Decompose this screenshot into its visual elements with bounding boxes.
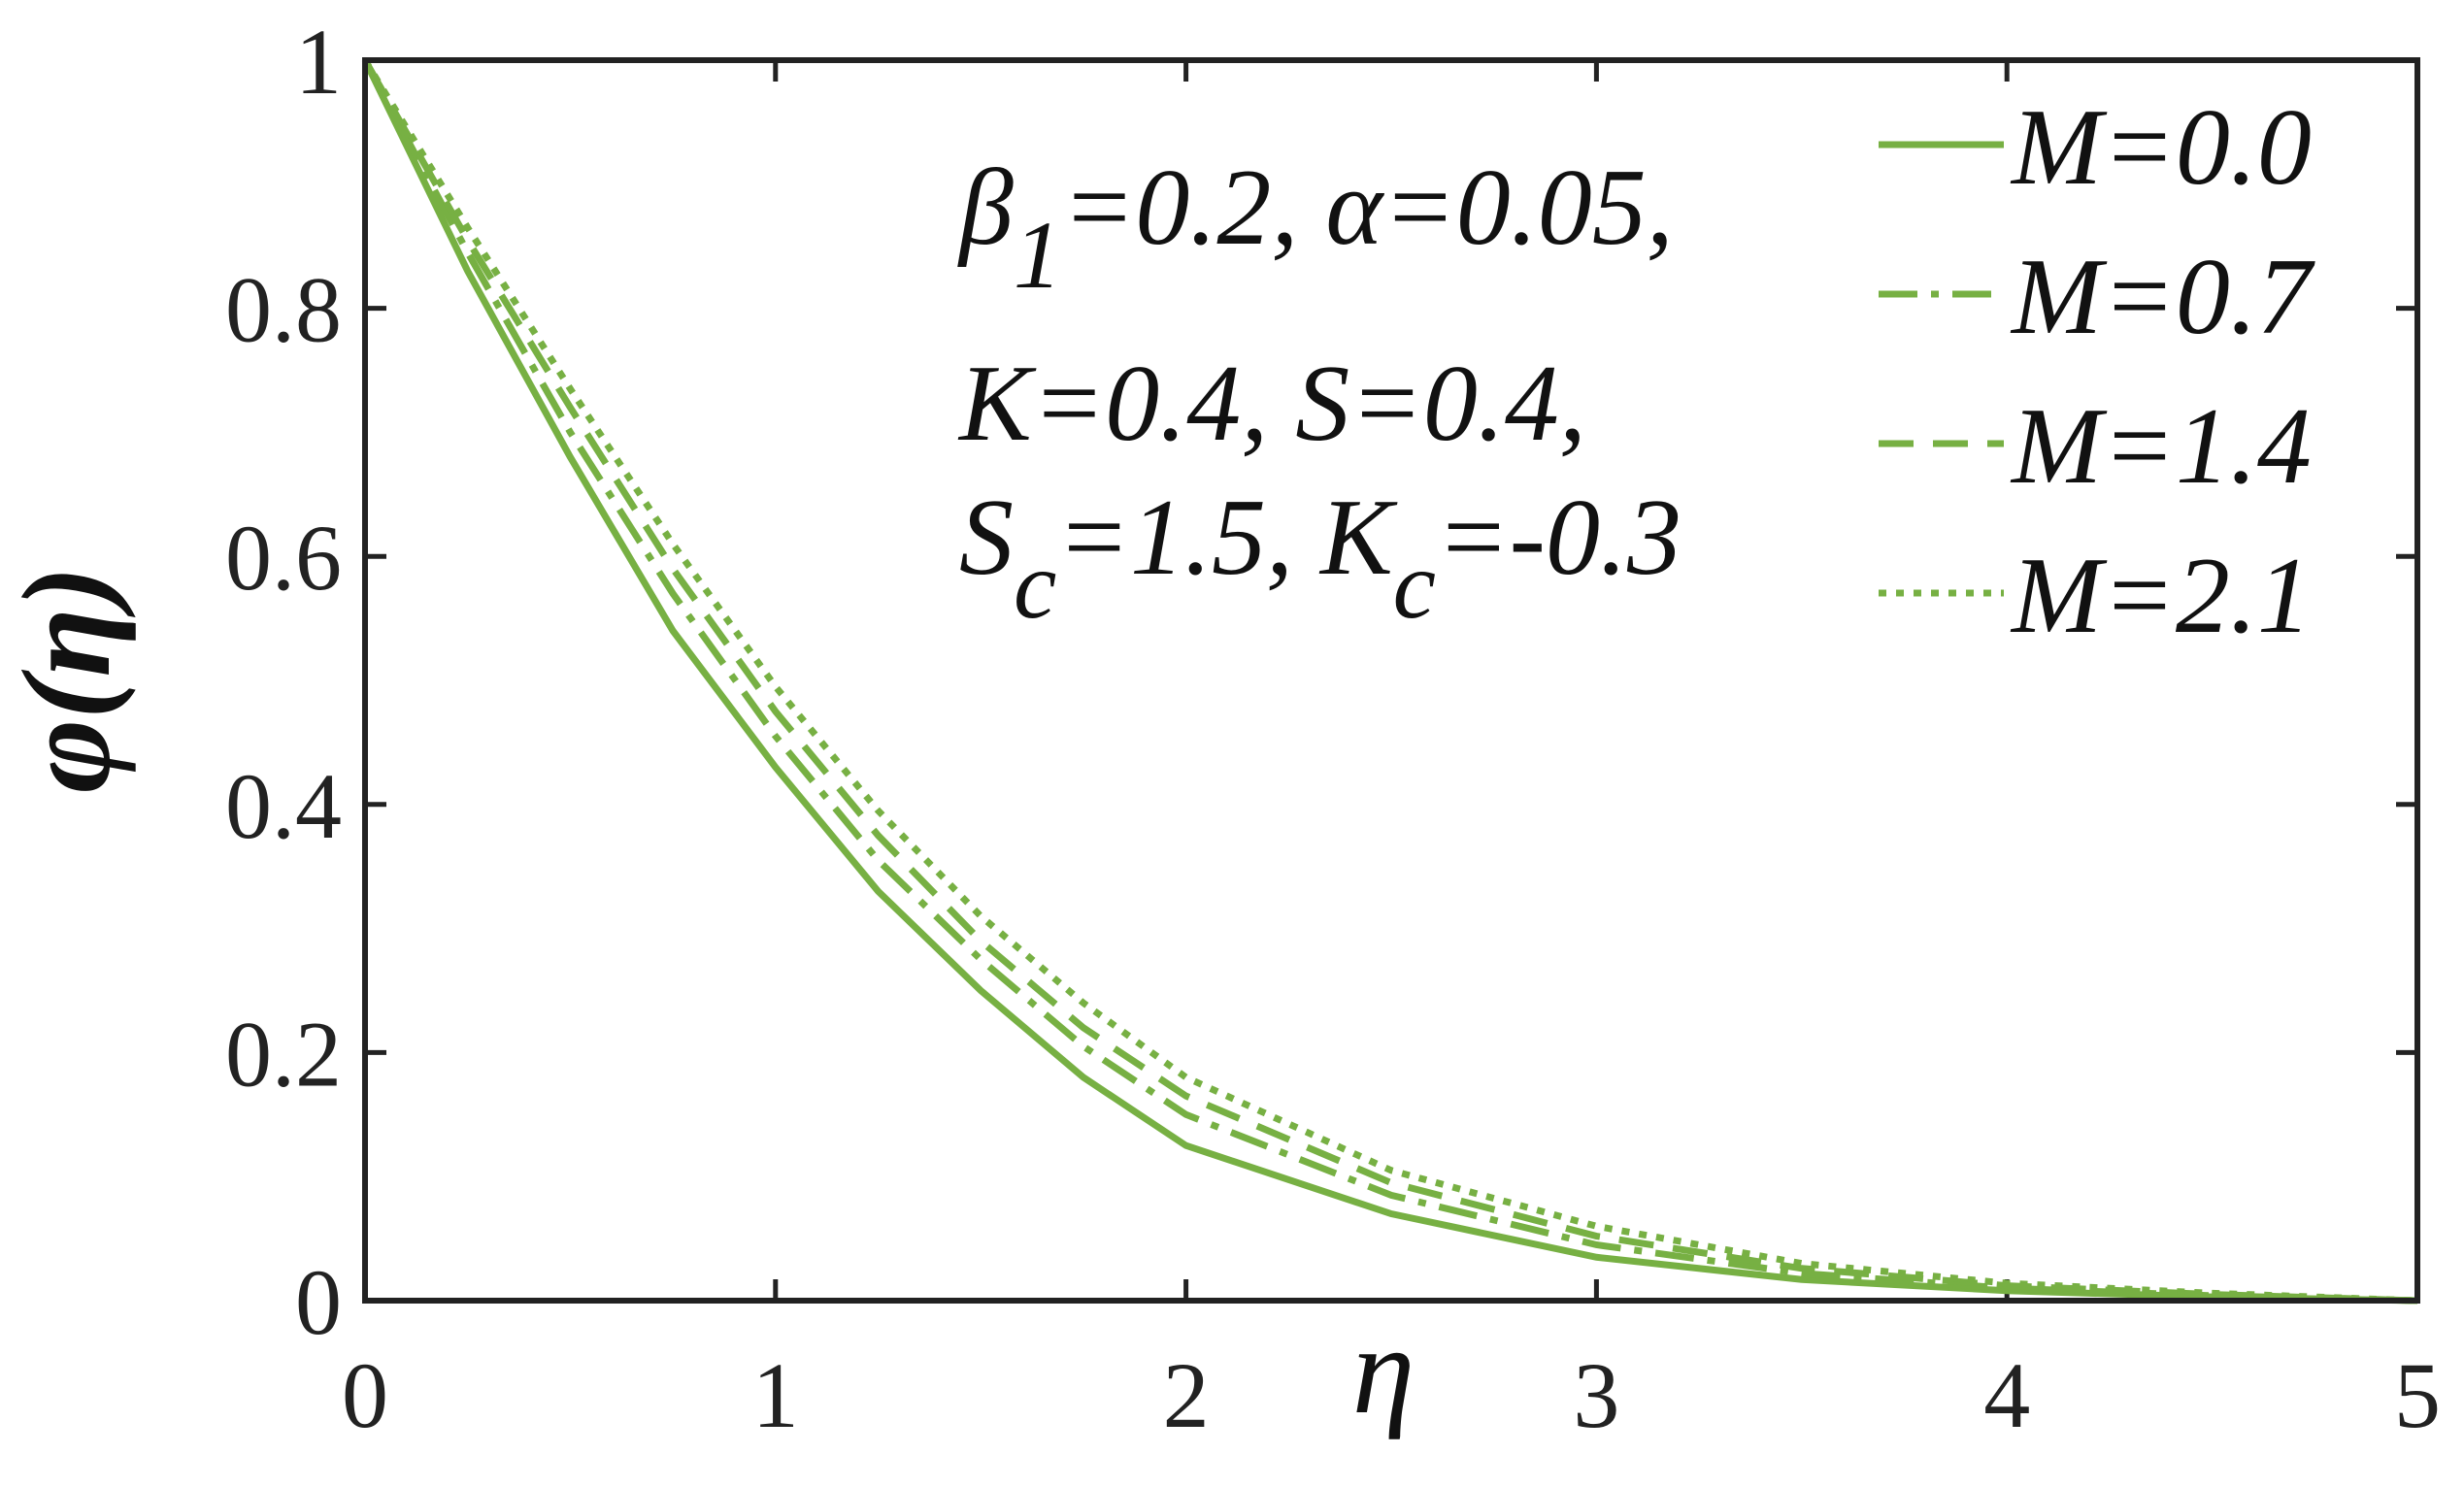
annotation-subscript: c — [1014, 531, 1056, 639]
annotation-subscript: 1 — [1014, 201, 1062, 309]
legend-label: M=2.1 — [2010, 536, 2312, 656]
plot-frame — [362, 57, 2420, 1304]
annotation-text: S — [959, 478, 1014, 598]
annotation: β1=0.2, α=0.05, — [957, 148, 1674, 309]
data-line — [361, 58, 2418, 1305]
x-tick-label: 3 — [1573, 1343, 1619, 1447]
x-tick-label: 0 — [342, 1343, 388, 1447]
annotation: K=0.4, S=0.4, — [957, 344, 1586, 464]
x-tick-label: 2 — [1163, 1343, 1210, 1447]
annotation-text: =0.2, α=0.05, — [1062, 148, 1674, 268]
data-line — [362, 58, 2418, 1305]
annotation-text: β — [957, 148, 1014, 268]
y-tick-label: 0.6 — [225, 506, 342, 610]
data-line — [361, 58, 2418, 1305]
annotation-text: =1.5, K — [1056, 478, 1398, 598]
y-axis-label: φ(η) — [0, 566, 137, 793]
y-tick-label: 0.8 — [225, 258, 342, 362]
annotation-text: K=0.4, S=0.4, — [957, 344, 1586, 464]
x-tick-label: 4 — [1983, 1343, 2030, 1447]
annotation-text: =-0.3 — [1436, 478, 1682, 598]
x-axis-label: η — [1352, 1301, 1415, 1440]
y-tick-label: 0.4 — [225, 754, 342, 858]
annotation: Sc=1.5, Kc=-0.3 — [959, 478, 1682, 639]
y-tick-label: 0 — [295, 1250, 342, 1354]
x-tick-label: 5 — [2394, 1343, 2441, 1447]
legend-label: M=1.4 — [2010, 386, 2312, 507]
y-tick-label: 0.2 — [225, 1002, 342, 1106]
legend-label: M=0.0 — [2010, 87, 2312, 208]
x-tick-label: 1 — [752, 1343, 799, 1447]
legend-label: M=0.7 — [2010, 237, 2315, 357]
y-tick-label: 1 — [295, 10, 342, 114]
annotation-subscript: c — [1393, 531, 1436, 639]
